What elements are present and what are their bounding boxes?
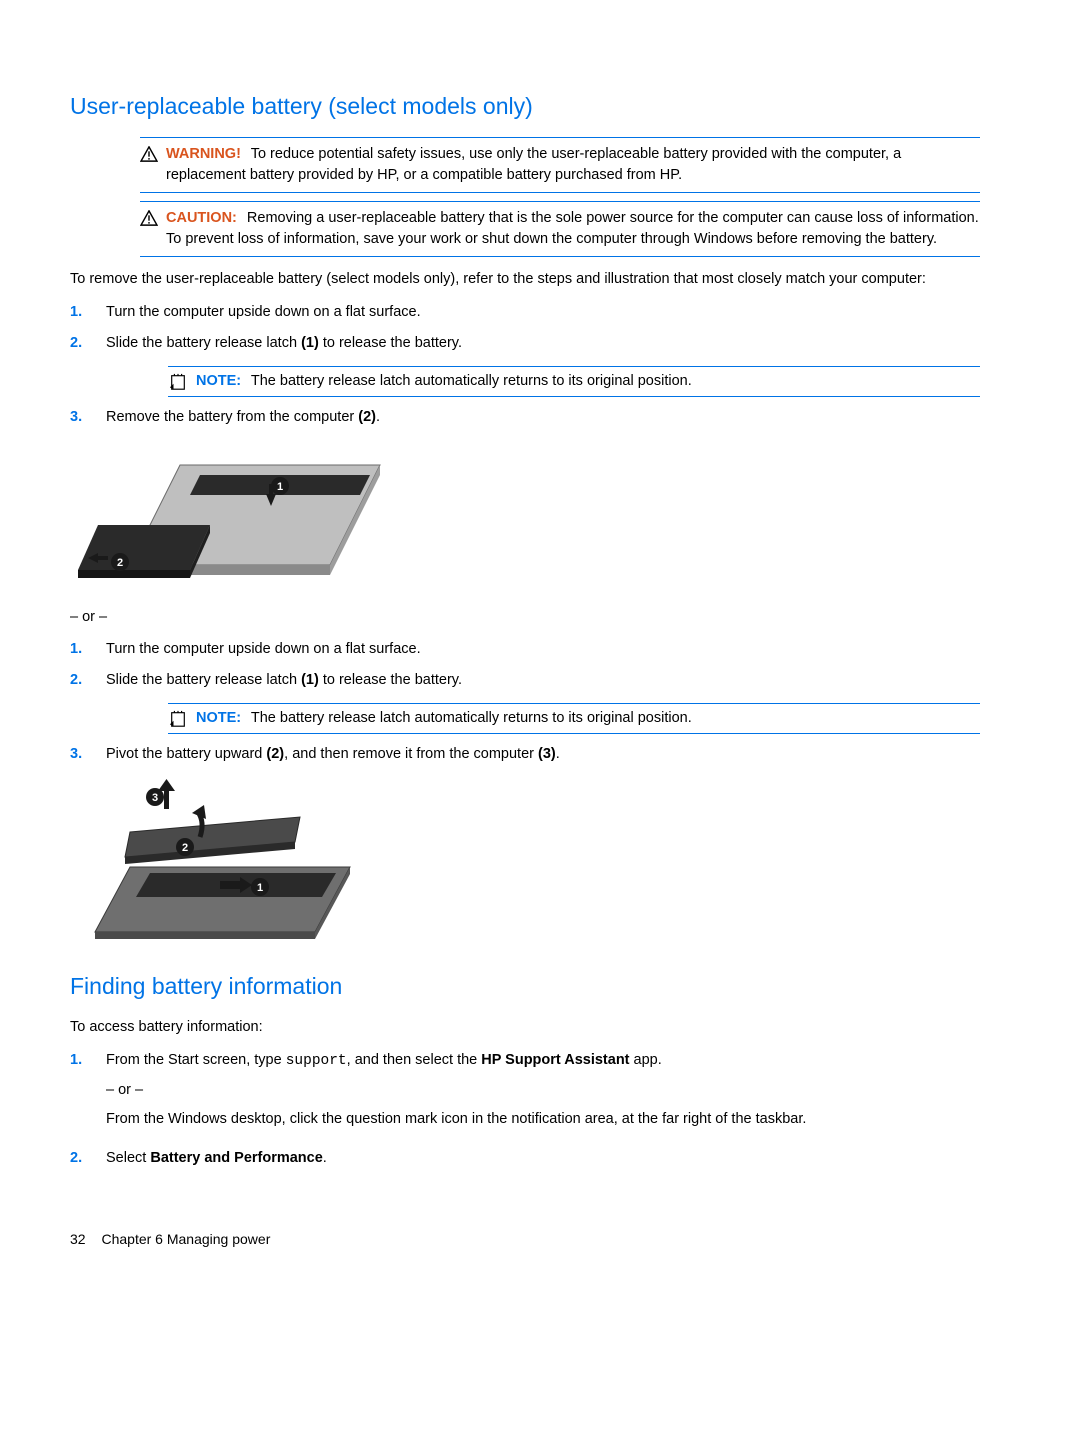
step-text: Remove the battery from the computer (2)…	[106, 407, 980, 428]
list-item: 3. Remove the battery from the computer …	[70, 407, 980, 428]
step-number: 3.	[70, 407, 88, 428]
caution-label: CAUTION:	[166, 210, 237, 226]
note-icon	[168, 373, 188, 391]
svg-text:2: 2	[117, 557, 123, 569]
list-item: 1. From the Start screen, type support, …	[70, 1050, 980, 1138]
illustration-battery-pivot: 1 2 3	[70, 777, 980, 942]
warning-text: To reduce potential safety issues, use o…	[166, 146, 901, 183]
note-block: NOTE: The battery release latch automati…	[168, 366, 980, 397]
caution-block: CAUTION: Removing a user-replaceable bat…	[140, 201, 980, 257]
or-divider: – or –	[70, 607, 980, 628]
section-heading-finding-info: Finding battery information	[70, 970, 980, 1003]
steps-list-b: 1. Turn the computer upside down on a fl…	[70, 639, 980, 691]
step-text: Turn the computer upside down on a flat …	[106, 639, 980, 660]
step-text: Pivot the battery upward (2), and then r…	[106, 744, 980, 765]
svg-text:1: 1	[277, 481, 283, 493]
step-text: Turn the computer upside down on a flat …	[106, 302, 980, 323]
step-text: From the Start screen, type support, and…	[106, 1050, 980, 1138]
note-label: NOTE:	[196, 373, 241, 389]
access-paragraph: To access battery information:	[70, 1017, 980, 1038]
or-text: – or –	[106, 1080, 980, 1101]
warning-block: WARNING! To reduce potential safety issu…	[140, 137, 980, 193]
steps-list-a-cont: 3. Remove the battery from the computer …	[70, 407, 980, 428]
list-item: 2. Slide the battery release latch (1) t…	[70, 670, 980, 691]
step-number: 2.	[70, 1148, 88, 1169]
alt-text: From the Windows desktop, click the ques…	[106, 1109, 980, 1130]
note-body: NOTE: The battery release latch automati…	[196, 371, 980, 392]
step-text: Select Battery and Performance.	[106, 1148, 980, 1169]
page-footer: 32 Chapter 6 Managing power	[70, 1229, 980, 1249]
section-heading-battery: User-replaceable battery (select models …	[70, 90, 980, 123]
step-text: Slide the battery release latch (1) to r…	[106, 670, 980, 691]
warning-icon	[140, 146, 158, 162]
list-item: 3. Pivot the battery upward (2), and the…	[70, 744, 980, 765]
note-text: The battery release latch automatically …	[251, 710, 692, 726]
warning-label: WARNING!	[166, 146, 241, 162]
note-label: NOTE:	[196, 710, 241, 726]
caution-icon	[140, 210, 158, 226]
note-icon	[168, 710, 188, 728]
step-text: Slide the battery release latch (1) to r…	[106, 333, 980, 354]
list-item: 1. Turn the computer upside down on a fl…	[70, 639, 980, 660]
note-text: The battery release latch automatically …	[251, 373, 692, 389]
step-number: 2.	[70, 333, 88, 354]
note-body: NOTE: The battery release latch automati…	[196, 708, 980, 729]
step-number: 1.	[70, 1050, 88, 1138]
chapter-title: Chapter 6 Managing power	[101, 1231, 270, 1247]
steps-list-a: 1. Turn the computer upside down on a fl…	[70, 302, 980, 354]
note-block: NOTE: The battery release latch automati…	[168, 703, 980, 734]
caution-body: CAUTION: Removing a user-replaceable bat…	[166, 208, 980, 250]
step-number: 2.	[70, 670, 88, 691]
page-number: 32	[70, 1231, 86, 1247]
step-number: 1.	[70, 302, 88, 323]
svg-text:1: 1	[257, 882, 263, 894]
step-number: 1.	[70, 639, 88, 660]
caution-text: Removing a user-replaceable battery that…	[166, 210, 979, 247]
svg-text:2: 2	[182, 842, 188, 854]
list-item: 2. Slide the battery release latch (1) t…	[70, 333, 980, 354]
step-number: 3.	[70, 744, 88, 765]
illustration-battery-slide: 1 2	[70, 440, 980, 595]
steps-list-b-cont: 3. Pivot the battery upward (2), and the…	[70, 744, 980, 765]
warning-body: WARNING! To reduce potential safety issu…	[166, 144, 980, 186]
list-item: 2. Select Battery and Performance.	[70, 1148, 980, 1169]
svg-text:3: 3	[152, 792, 158, 804]
steps-list-c: 1. From the Start screen, type support, …	[70, 1050, 980, 1169]
intro-paragraph: To remove the user-replaceable battery (…	[70, 269, 980, 290]
list-item: 1. Turn the computer upside down on a fl…	[70, 302, 980, 323]
